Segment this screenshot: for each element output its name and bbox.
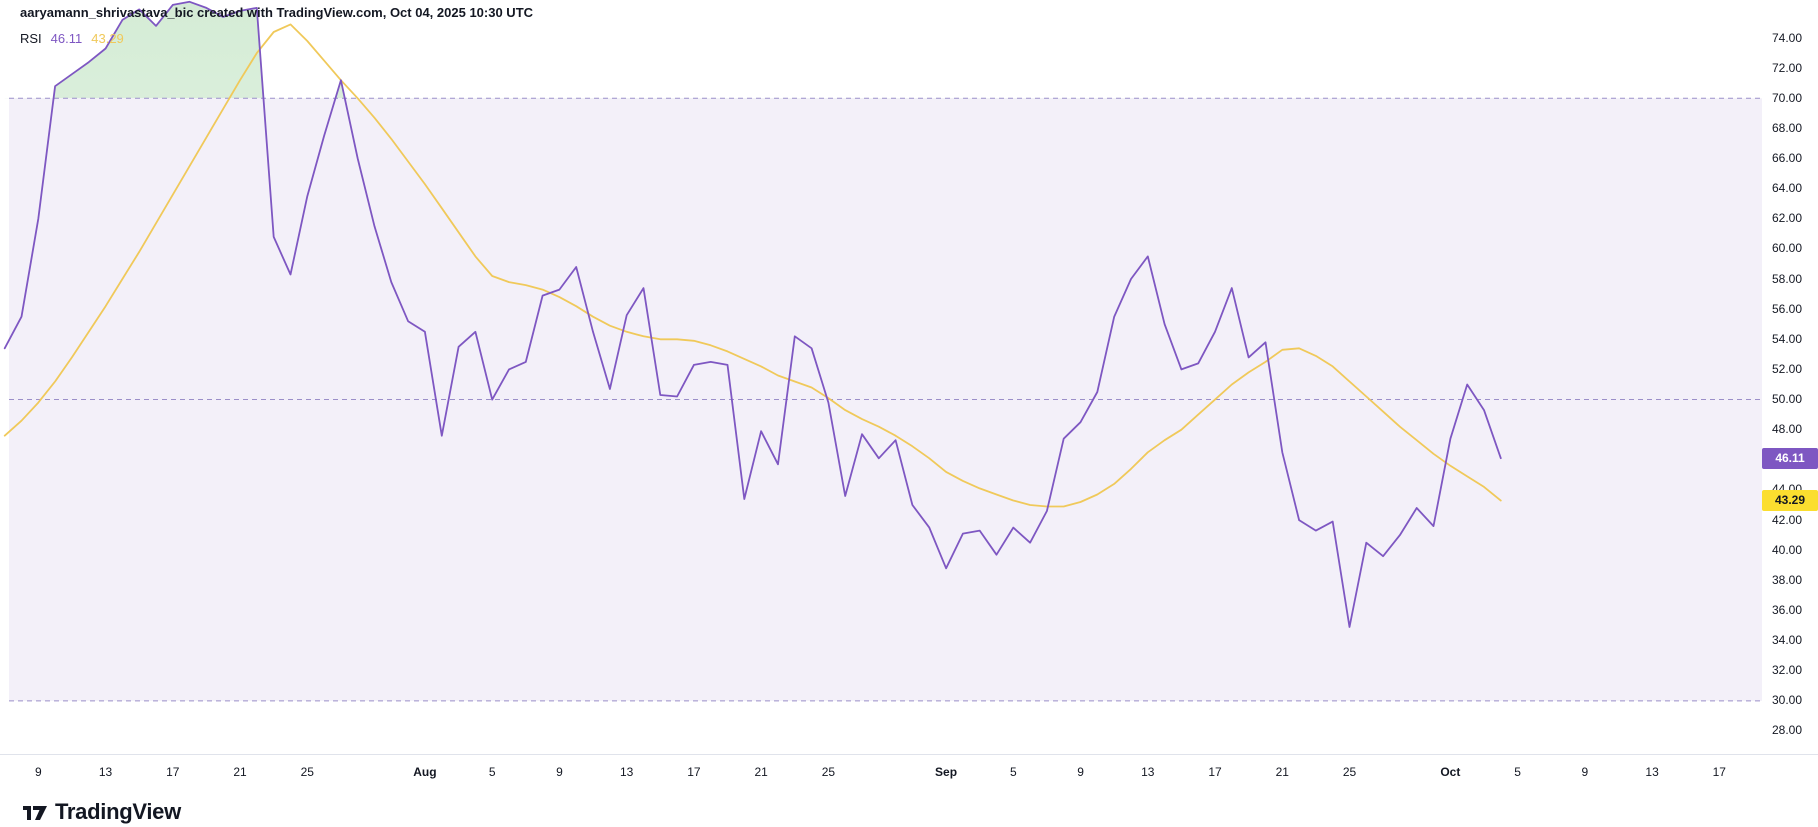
time-label: Aug bbox=[413, 765, 437, 779]
time-label: 21 bbox=[1275, 765, 1289, 779]
time-label: 9 bbox=[34, 765, 42, 779]
tradingview-logo-icon bbox=[23, 806, 47, 820]
time-label: 25 bbox=[821, 765, 836, 779]
price-label: 54.00 bbox=[1772, 331, 1803, 346]
price-label: 74.00 bbox=[1772, 30, 1803, 45]
price-label: 60.00 bbox=[1772, 241, 1803, 256]
price-label: 30.00 bbox=[1772, 693, 1803, 708]
indicator-plot bbox=[3, 0, 1762, 702]
attribution-text: aaryamann_shrivastava_bic created with T… bbox=[20, 5, 534, 20]
price-label: 52.00 bbox=[1772, 361, 1803, 376]
time-label: 21 bbox=[754, 765, 768, 779]
time-label: 5 bbox=[1009, 765, 1017, 779]
chart-pane[interactable] bbox=[0, 0, 1767, 754]
indicator-name[interactable]: RSI bbox=[20, 31, 42, 46]
price-label: 32.00 bbox=[1772, 663, 1803, 678]
price-label: 66.00 bbox=[1772, 151, 1803, 166]
price-label: 64.00 bbox=[1772, 181, 1803, 196]
time-label: 25 bbox=[1342, 765, 1357, 779]
time-label: Oct bbox=[1440, 765, 1461, 779]
tradingview-logo[interactable]: TradingView bbox=[22, 799, 181, 825]
price-label: 34.00 bbox=[1772, 633, 1803, 648]
tradingview-wordmark: TradingView bbox=[55, 799, 181, 824]
price-label: 42.00 bbox=[1772, 512, 1803, 527]
time-label: 13 bbox=[98, 765, 113, 779]
time-label: 17 bbox=[687, 765, 701, 779]
time-label: 25 bbox=[300, 765, 314, 779]
time-label: 17 bbox=[1208, 765, 1222, 779]
time-label: 13 bbox=[1645, 765, 1659, 779]
price-axis[interactable]: 74.00 72.00 70.00 68.00 66.00 64.00 62.00 60.00… bbox=[1762, 0, 1818, 754]
ma-value: 43.29 bbox=[91, 31, 124, 46]
ma-line bbox=[3, 23, 1502, 508]
time-label: 17 bbox=[166, 765, 180, 779]
price-label: 36.00 bbox=[1772, 602, 1803, 617]
footer: TradingView bbox=[22, 799, 181, 825]
time-label: 9 bbox=[556, 765, 563, 779]
time-label: 17 bbox=[1712, 765, 1726, 779]
price-label: 62.00 bbox=[1772, 211, 1803, 226]
price-label: 50.00 bbox=[1772, 392, 1803, 407]
price-label: 70.00 bbox=[1772, 90, 1803, 105]
time-label: 13 bbox=[619, 765, 634, 779]
rsi-value: 46.11 bbox=[50, 31, 83, 46]
time-label: 13 bbox=[1141, 765, 1155, 779]
price-label: 38.00 bbox=[1772, 572, 1803, 587]
time-label: 5 bbox=[1514, 765, 1521, 779]
rsi-line bbox=[3, 0, 1502, 628]
price-label: 28.00 bbox=[1772, 723, 1803, 738]
overbought-fill bbox=[53, 1, 345, 99]
time-label: 5 bbox=[488, 765, 496, 779]
time-label: Sep bbox=[935, 765, 958, 779]
price-label: 48.00 bbox=[1772, 422, 1803, 437]
time-label: 21 bbox=[233, 765, 247, 779]
time-axis[interactable]: 9 13 17 21 25 Aug 5 9 13 17 21 25 Sep 5 9 13 17 21 25 Oct 5 9… bbox=[0, 754, 1818, 827]
indicator-legend[interactable]: RSI 46.11 43.29 bbox=[20, 31, 124, 46]
price-label: 72.00 bbox=[1772, 60, 1803, 75]
price-label: 56.00 bbox=[1772, 301, 1803, 316]
price-label: 58.00 bbox=[1772, 271, 1803, 286]
time-label: 9 bbox=[1077, 765, 1084, 779]
price-label: 40.00 bbox=[1772, 542, 1803, 557]
time-label: 9 bbox=[1581, 765, 1589, 779]
price-label: 68.00 bbox=[1772, 120, 1803, 135]
ma-price-badge: 43.29 bbox=[1762, 490, 1818, 512]
rsi-price-badge: 46.11 bbox=[1762, 447, 1818, 469]
